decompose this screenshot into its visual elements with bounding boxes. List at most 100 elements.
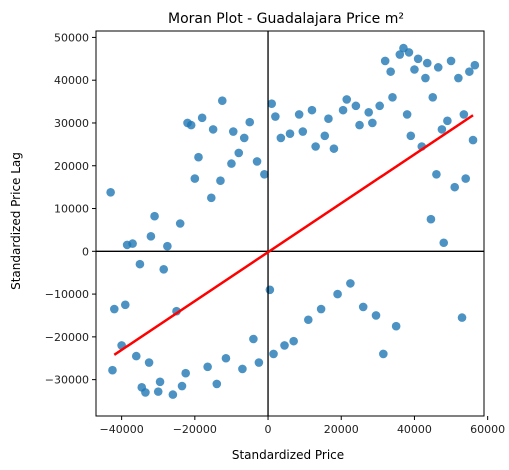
data-point bbox=[285, 129, 295, 138]
data-point bbox=[342, 95, 352, 104]
data-point bbox=[465, 67, 474, 76]
data-point bbox=[461, 174, 470, 183]
data-point bbox=[346, 279, 355, 288]
data-point bbox=[186, 120, 196, 130]
data-point bbox=[433, 63, 443, 72]
y-tick-label: 10000 bbox=[54, 203, 89, 216]
data-point bbox=[245, 117, 255, 127]
data-point bbox=[276, 133, 286, 143]
data-point bbox=[110, 304, 119, 314]
data-point bbox=[307, 105, 317, 115]
data-point bbox=[338, 105, 348, 115]
data-point bbox=[254, 358, 264, 367]
data-point bbox=[355, 120, 364, 130]
data-point bbox=[163, 241, 172, 251]
reference-lines bbox=[96, 31, 484, 416]
y-tick-label: 0 bbox=[82, 245, 89, 258]
data-point bbox=[404, 48, 414, 57]
plot-frame bbox=[95, 30, 485, 417]
data-point bbox=[329, 144, 339, 153]
data-points bbox=[106, 43, 480, 399]
data-point bbox=[311, 142, 320, 151]
data-point bbox=[207, 193, 216, 203]
data-point bbox=[368, 118, 377, 128]
data-point bbox=[437, 125, 447, 134]
data-point bbox=[252, 157, 262, 166]
data-point bbox=[120, 300, 130, 310]
data-point bbox=[380, 56, 390, 66]
y-tick-label: 20000 bbox=[54, 160, 89, 173]
y-tick-label: −30000 bbox=[45, 374, 89, 387]
data-point bbox=[457, 313, 467, 322]
data-point bbox=[316, 304, 326, 314]
data-point bbox=[221, 353, 231, 363]
x-tick-label: −20000 bbox=[173, 423, 217, 436]
data-point bbox=[267, 99, 276, 109]
data-point bbox=[379, 349, 388, 359]
data-point bbox=[304, 315, 313, 325]
data-point bbox=[216, 176, 225, 186]
chart-title: Moran Plot - Guadalajara Price m² bbox=[168, 11, 404, 27]
data-point bbox=[197, 113, 207, 123]
data-point bbox=[422, 58, 432, 68]
data-point bbox=[128, 239, 137, 248]
data-point bbox=[153, 387, 163, 396]
data-point bbox=[454, 73, 463, 83]
data-point bbox=[271, 112, 280, 121]
data-point bbox=[228, 127, 238, 136]
data-point bbox=[413, 54, 423, 64]
data-point bbox=[141, 388, 150, 397]
data-point bbox=[194, 152, 203, 162]
y-tick-label: −10000 bbox=[45, 288, 89, 301]
x-axis: −40000 −20000 0 20000 40000 60000 bbox=[100, 416, 505, 436]
data-point bbox=[289, 336, 298, 346]
y-axis-title: Standardized Price Lag bbox=[9, 152, 23, 290]
y-axis: −30000 −20000 −10000 0 10000 20000 30000 40000 5… bbox=[45, 31, 96, 387]
data-point bbox=[294, 110, 304, 119]
data-point bbox=[428, 93, 438, 102]
data-point bbox=[168, 390, 178, 399]
data-point bbox=[375, 101, 384, 111]
data-point bbox=[406, 131, 416, 141]
data-point bbox=[439, 238, 449, 248]
data-point bbox=[144, 358, 154, 367]
data-point bbox=[135, 259, 145, 269]
data-point bbox=[190, 174, 200, 183]
data-point bbox=[395, 50, 405, 59]
data-point bbox=[443, 116, 452, 126]
plot-area bbox=[96, 31, 484, 416]
data-point bbox=[131, 351, 141, 361]
data-point bbox=[426, 214, 436, 224]
data-point bbox=[432, 170, 441, 179]
y-tick-label: 30000 bbox=[54, 117, 89, 130]
data-point bbox=[459, 110, 469, 119]
data-point bbox=[446, 56, 456, 66]
data-point bbox=[227, 159, 236, 168]
data-point bbox=[320, 131, 330, 141]
x-tick-label: −40000 bbox=[100, 423, 144, 436]
data-point bbox=[410, 65, 419, 74]
data-point bbox=[155, 377, 165, 387]
data-point bbox=[386, 67, 395, 76]
data-point bbox=[106, 187, 115, 197]
data-point bbox=[159, 264, 169, 274]
data-point bbox=[470, 60, 480, 70]
y-tick-label: 40000 bbox=[54, 74, 89, 87]
data-point bbox=[333, 289, 342, 299]
data-point bbox=[146, 232, 156, 241]
data-point bbox=[351, 101, 361, 111]
data-point bbox=[364, 107, 373, 117]
data-point bbox=[388, 93, 397, 102]
data-point bbox=[175, 219, 185, 228]
data-point bbox=[324, 114, 333, 123]
data-point bbox=[238, 364, 247, 374]
data-point bbox=[203, 362, 212, 372]
data-point bbox=[177, 381, 187, 391]
x-tick-label: 20000 bbox=[324, 423, 359, 436]
data-point bbox=[391, 321, 401, 331]
data-point bbox=[298, 127, 308, 136]
data-point bbox=[260, 170, 269, 179]
data-point bbox=[402, 110, 412, 119]
data-point bbox=[150, 211, 159, 221]
data-point bbox=[280, 341, 289, 350]
